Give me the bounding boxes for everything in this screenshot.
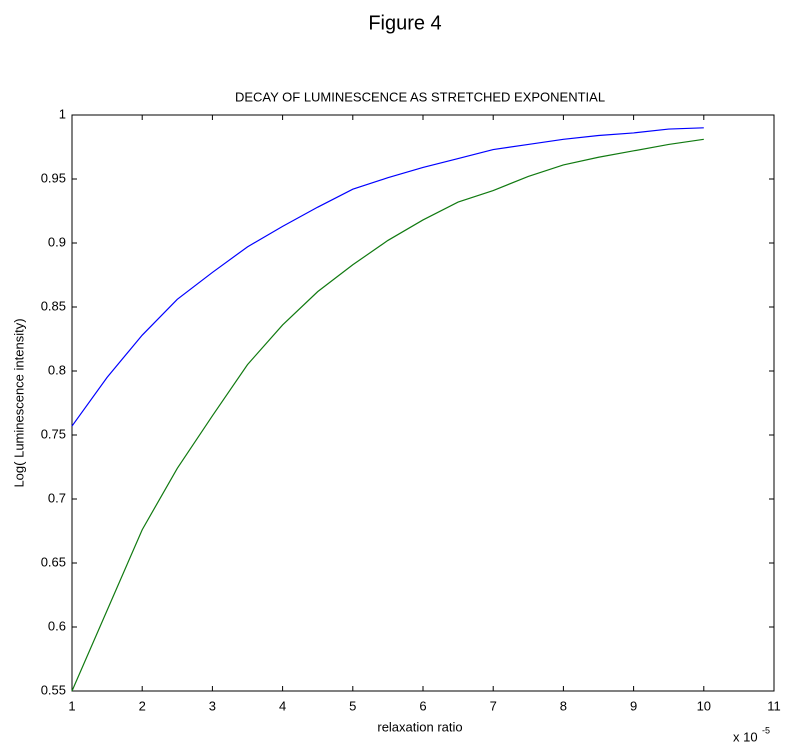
x-tick-label: 2 <box>139 698 146 713</box>
y-tick-label: 0.95 <box>41 170 66 185</box>
y-tick-label: 0.75 <box>41 426 66 441</box>
x-tick-label: 7 <box>490 698 497 713</box>
x-tick-label: 6 <box>419 698 426 713</box>
x-tick-label: 8 <box>560 698 567 713</box>
x-tick-label: 10 <box>697 698 711 713</box>
x-multiplier-exponent: -5 <box>762 725 770 735</box>
y-tick-label: 0.65 <box>41 554 66 569</box>
y-tick-label: 0.85 <box>41 298 66 313</box>
x-tick-label: 1 <box>68 698 75 713</box>
y-axis-label: Log( Luminescence intensity) <box>11 318 26 487</box>
y-tick-label: 1 <box>59 106 66 121</box>
x-multiplier: x 10 <box>733 729 758 744</box>
plot-frame <box>71 114 775 692</box>
x-tick-label: 9 <box>630 698 637 713</box>
series-line <box>71 127 704 427</box>
y-tick-label: 0.8 <box>48 362 66 377</box>
y-tick-label: 0.7 <box>48 490 66 505</box>
x-axis-label: relaxation ratio <box>377 719 462 734</box>
series-line <box>71 138 704 692</box>
x-tick-label: 5 <box>349 698 356 713</box>
y-tick-label: 0.6 <box>48 618 66 633</box>
x-tick-label: 3 <box>209 698 216 713</box>
x-tick-label: 11 <box>767 698 781 713</box>
chart-title: DECAY OF LUMINESCENCE AS STRETCHED EXPON… <box>235 89 605 104</box>
y-tick-label: 0.9 <box>48 234 66 249</box>
page-title: Figure 4 <box>368 12 441 34</box>
y-tick-label: 0.55 <box>41 682 66 697</box>
x-tick-label: 4 <box>279 698 286 713</box>
